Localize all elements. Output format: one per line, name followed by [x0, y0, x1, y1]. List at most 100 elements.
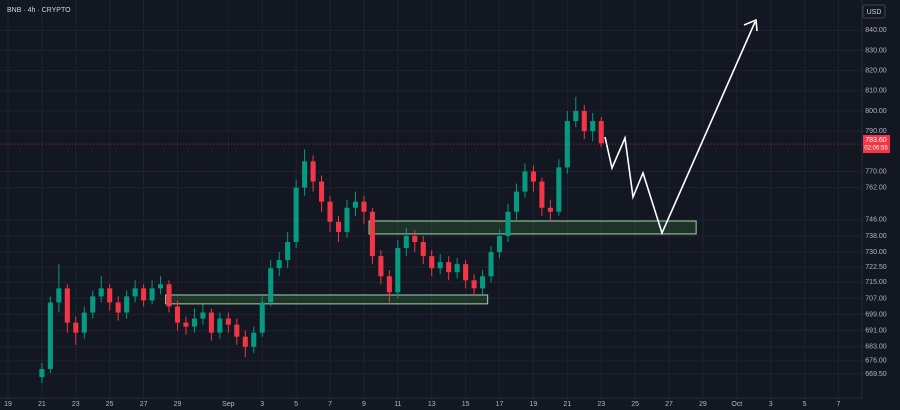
- candle-body: [115, 302, 121, 313]
- x-tick-label: 5: [294, 401, 298, 408]
- candle-body: [547, 207, 553, 212]
- y-tick-label: 746.00: [865, 217, 887, 224]
- y-tick-label: 676.00: [865, 358, 887, 365]
- currency-box[interactable]: [862, 4, 886, 19]
- y-tick-label: 699.00: [865, 311, 887, 318]
- y-tick-label: 715.00: [865, 279, 887, 286]
- currency: USD: [867, 9, 882, 16]
- x-tick-label: 21: [563, 401, 571, 408]
- candle-body: [90, 296, 96, 313]
- y-tick-label: 820.00: [865, 68, 887, 75]
- candle-body: [395, 248, 401, 293]
- candle-body: [158, 284, 164, 289]
- candle-body: [81, 312, 87, 333]
- candle-body: [242, 336, 248, 347]
- last-price-box: [863, 135, 890, 154]
- countdown: 02:06:55: [864, 146, 888, 152]
- candles: [39, 96, 604, 384]
- candle-body: [217, 318, 223, 333]
- candle-body: [285, 241, 291, 261]
- candle-body: [403, 235, 409, 249]
- x-tick-label: 27: [665, 401, 673, 408]
- grid: [0, 0, 862, 398]
- x-tick-label: 11: [394, 401, 401, 408]
- axes: 669.50 676.00 683.00 691.00 699.00 707.00 715.…: [0, 27, 890, 408]
- candle-body: [598, 121, 604, 144]
- x-tick-label: 7: [328, 401, 332, 408]
- candle-body: [471, 280, 477, 289]
- candle-body: [251, 332, 257, 347]
- y-tick-label: 800.00: [865, 108, 887, 115]
- candle-body: [124, 296, 130, 313]
- candle-body: [310, 161, 316, 182]
- candle-body: [539, 181, 545, 208]
- candle-body: [166, 284, 172, 307]
- y-tick-label: 707.00: [865, 295, 887, 302]
- y-tick-label: 810.00: [865, 88, 887, 95]
- candle-body: [446, 262, 452, 273]
- candle-body: [107, 288, 113, 303]
- zones: [165, 220, 697, 305]
- x-tick-label: 5: [803, 401, 807, 408]
- candle-body: [369, 211, 375, 257]
- y-tick-label: 738.00: [865, 233, 887, 240]
- candle-body: [132, 288, 138, 297]
- candle-body: [386, 276, 392, 293]
- y-tick-label: 770.00: [865, 168, 887, 175]
- candle-body: [590, 121, 596, 132]
- candle-body: [581, 110, 587, 132]
- x-tick-label: 13: [428, 401, 436, 408]
- candle-body: [276, 260, 282, 269]
- candle-body: [344, 207, 350, 232]
- x-tick-label: 9: [362, 401, 366, 408]
- candle-body: [98, 288, 104, 297]
- y-tick-label: 730.00: [865, 249, 887, 256]
- y-tick-label: 840.00: [865, 27, 887, 34]
- x-tick-label: 3: [260, 401, 264, 408]
- candle-body: [39, 368, 45, 378]
- x-tick-label: 19: [4, 401, 12, 408]
- y-tick-label: 691.00: [865, 328, 887, 335]
- x-tick-label: 3: [769, 401, 773, 408]
- candle-body: [513, 191, 520, 212]
- candle-body: [420, 241, 426, 257]
- x-tick-label: 17: [496, 401, 504, 408]
- y-tick-label: 790.00: [865, 128, 887, 135]
- candle-body: [327, 201, 333, 222]
- candle-body: [73, 322, 79, 333]
- candle-body: [556, 167, 562, 212]
- x-tick-label: Oct: [731, 401, 742, 408]
- y-tick-label: 830.00: [865, 47, 887, 54]
- candle-body: [174, 306, 181, 323]
- candle-body: [234, 324, 240, 337]
- candle-body: [183, 322, 189, 327]
- candle-body: [200, 312, 206, 319]
- candle-body: [141, 288, 147, 301]
- x-tick-label: 25: [631, 401, 639, 408]
- last-price-label: 783.60: [865, 137, 887, 144]
- x-tick-label: 25: [106, 401, 114, 408]
- candle-body: [302, 161, 308, 188]
- candle-body: [437, 262, 443, 269]
- x-tick-label: 19: [530, 401, 538, 408]
- candle-body: [530, 171, 536, 182]
- zone: [368, 220, 697, 235]
- candle-body: [573, 110, 579, 122]
- candle-body: [522, 171, 528, 192]
- candle-body: [429, 256, 435, 269]
- y-tick-label: 683.00: [865, 344, 887, 351]
- candle-body: [319, 181, 325, 202]
- candle-body: [208, 312, 214, 333]
- candle-body: [480, 276, 486, 289]
- candle-body: [454, 264, 460, 273]
- candle-body: [191, 318, 197, 327]
- x-tick-label: 15: [462, 401, 470, 408]
- candle-body: [225, 318, 231, 325]
- candle-body: [149, 288, 155, 301]
- y-tick-label: 669.50: [865, 371, 887, 378]
- projection-path: [604, 21, 756, 236]
- candle-body: [335, 221, 342, 232]
- candle-body: [293, 187, 299, 242]
